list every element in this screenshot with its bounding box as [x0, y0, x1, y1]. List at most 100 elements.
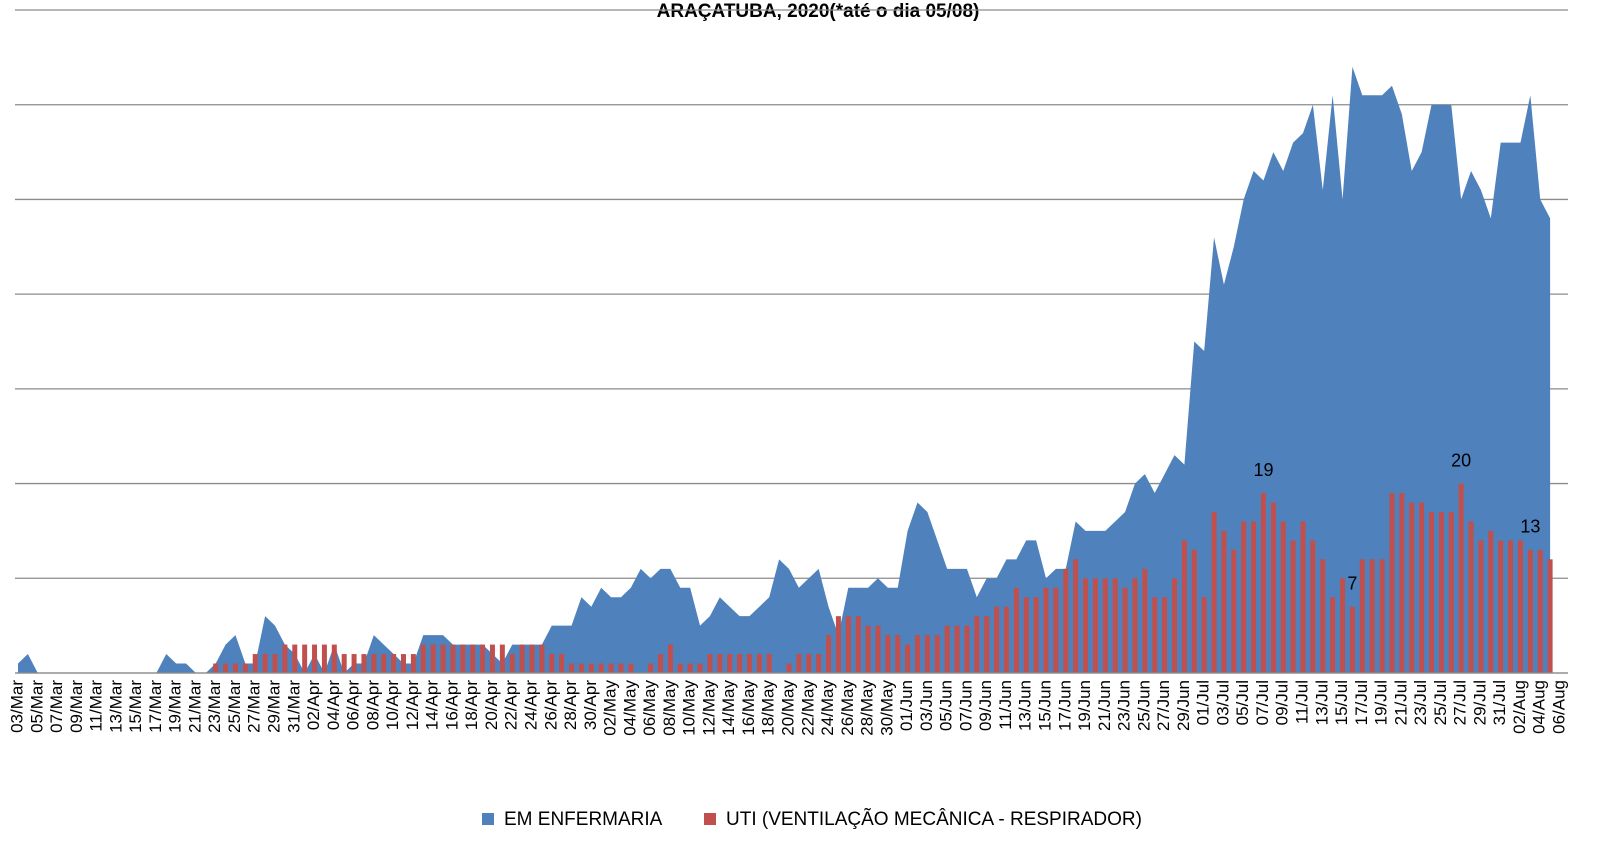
bar	[1152, 597, 1158, 673]
x-tick-label: 17/Jul	[1352, 680, 1371, 725]
bar	[1310, 540, 1316, 673]
bar	[401, 654, 406, 673]
x-tick-label: 19/Mar	[166, 680, 185, 733]
bar	[1083, 578, 1089, 673]
bar	[1043, 587, 1049, 673]
bar	[430, 644, 436, 673]
bar	[1201, 597, 1207, 673]
bar	[371, 654, 377, 673]
bar	[1498, 540, 1504, 673]
bar	[351, 654, 357, 673]
bar	[915, 635, 920, 673]
bar	[529, 644, 535, 673]
bar	[361, 654, 367, 673]
bar	[410, 654, 416, 673]
bar	[598, 663, 604, 673]
x-tick-label: 23/Mar	[205, 680, 224, 733]
x-tick-label: 29/Jun	[1174, 680, 1193, 731]
bar	[1013, 587, 1019, 673]
bar	[460, 644, 466, 673]
bar	[786, 663, 792, 673]
bar	[321, 644, 327, 673]
bar	[1092, 578, 1098, 673]
legend-swatch	[482, 813, 494, 825]
x-tick-label: 28/May	[858, 680, 877, 736]
bar	[420, 644, 426, 673]
x-tick-label: 02/May	[601, 680, 620, 736]
x-tick-label: 29/Mar	[264, 680, 283, 733]
bar	[1290, 540, 1296, 673]
bar	[756, 654, 762, 673]
bar	[588, 663, 594, 673]
bar	[835, 616, 841, 673]
bar	[766, 654, 772, 673]
x-tick-label: 15/Mar	[126, 680, 145, 733]
x-tick-label: 20/Apr	[482, 680, 501, 730]
bar	[707, 654, 713, 673]
x-tick-label: 10/Apr	[383, 680, 402, 730]
x-tick-label: 19/Jun	[1075, 680, 1094, 731]
x-tick-label: 25/Jul	[1431, 680, 1450, 725]
bar	[1458, 483, 1464, 673]
bar	[984, 616, 990, 673]
x-tick-label: 04/Apr	[324, 680, 343, 730]
bar	[578, 663, 584, 673]
x-tick-label: 28/Apr	[561, 680, 580, 730]
x-tick-label: 16/Apr	[442, 680, 461, 730]
bar	[1251, 521, 1257, 673]
x-tick-label: 01/Jul	[1194, 680, 1213, 725]
bar	[1162, 597, 1168, 673]
bar	[1300, 521, 1306, 673]
bar	[450, 644, 456, 673]
bar	[1280, 521, 1286, 673]
x-tick-label: 07/Mar	[47, 680, 66, 733]
bar	[974, 616, 980, 673]
x-tick-label: 21/Mar	[185, 680, 204, 733]
bar	[1349, 606, 1355, 673]
bar	[1330, 597, 1336, 673]
x-tick-label: 03/Jun	[917, 680, 936, 731]
bar	[1508, 540, 1514, 673]
bar	[312, 644, 318, 673]
bar	[282, 644, 288, 673]
bar	[1122, 587, 1128, 673]
x-tick-label: 03/Mar	[7, 680, 26, 733]
bar	[499, 644, 505, 673]
bar	[875, 625, 881, 673]
x-tick-label: 06/Apr	[344, 680, 363, 730]
bar	[954, 625, 960, 673]
x-tick-label: 17/Jun	[1055, 680, 1074, 731]
x-tick-label: 13/Jun	[1016, 680, 1035, 731]
bar	[905, 644, 911, 673]
bar	[1191, 549, 1197, 673]
x-tick-label: 11/Jun	[996, 680, 1015, 730]
x-tick-label: 27/Jun	[1154, 680, 1173, 731]
bar	[1399, 493, 1405, 673]
bar	[381, 654, 387, 673]
bar	[1112, 578, 1118, 673]
legend-label: EM ENFERMARIA	[504, 809, 663, 830]
bar	[737, 654, 743, 673]
x-tick-label: 10/May	[680, 680, 699, 736]
area	[18, 66, 1551, 674]
x-tick-label: 19/Jul	[1372, 680, 1391, 725]
bar	[1478, 540, 1484, 673]
bar	[687, 663, 693, 673]
x-tick-label: 13/Jul	[1312, 680, 1331, 725]
bar	[618, 663, 624, 673]
bar	[1181, 540, 1187, 673]
bar	[292, 644, 298, 673]
bar	[1527, 549, 1533, 673]
bar	[1270, 502, 1276, 673]
bar	[796, 654, 802, 673]
bar	[559, 654, 565, 673]
bar	[1073, 559, 1079, 673]
bar	[1053, 587, 1059, 673]
bar	[1547, 559, 1553, 673]
data-label: 19	[1253, 460, 1273, 480]
bar	[1231, 549, 1237, 673]
bar	[1419, 502, 1425, 673]
bar	[1023, 597, 1029, 673]
bar	[252, 654, 258, 673]
